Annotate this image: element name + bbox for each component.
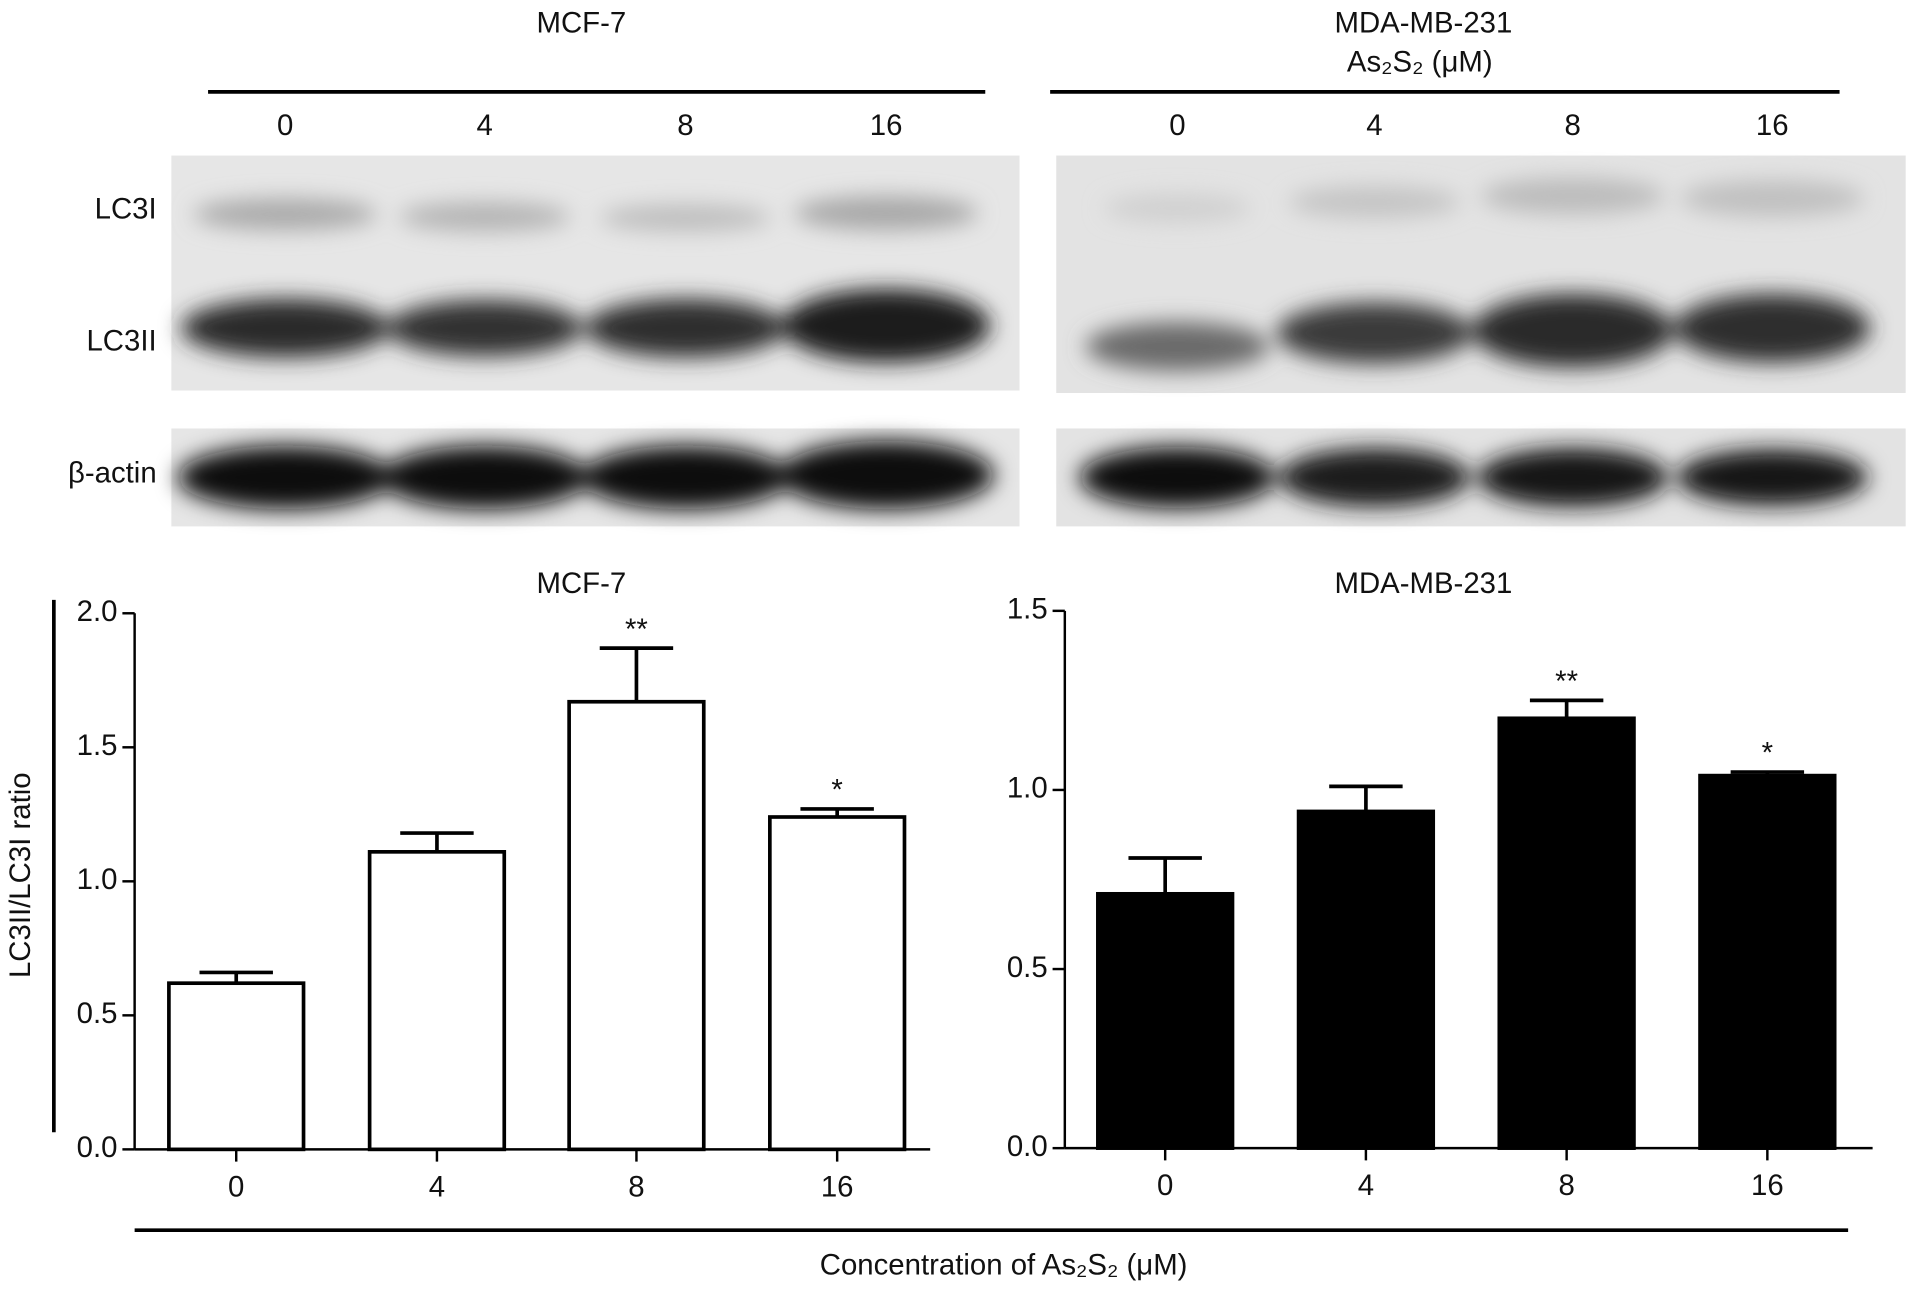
bar bbox=[1096, 891, 1235, 1150]
lane-label: 4 bbox=[1366, 109, 1382, 142]
x-tick-label: 0 bbox=[228, 1170, 244, 1203]
lane-label: 8 bbox=[1565, 109, 1581, 142]
row-label: LC3II bbox=[86, 325, 156, 358]
x-tick-label: 0 bbox=[1157, 1169, 1173, 1202]
blot-bands bbox=[177, 177, 1871, 510]
bar bbox=[367, 850, 507, 1152]
bar bbox=[167, 981, 306, 1152]
y-tick-label: 0.5 bbox=[77, 997, 118, 1030]
bar bbox=[567, 699, 706, 1152]
blot-title: MCF-7 bbox=[537, 6, 627, 39]
significance: ** bbox=[625, 613, 648, 646]
bar bbox=[1497, 716, 1636, 1150]
lane-label: 8 bbox=[677, 109, 693, 142]
significance: ** bbox=[1555, 665, 1578, 698]
x-tick-label: 8 bbox=[1558, 1169, 1574, 1202]
lane-label: 16 bbox=[1756, 109, 1789, 142]
significance: * bbox=[1762, 737, 1773, 770]
y-tick-label: 0.0 bbox=[1007, 1130, 1048, 1163]
lane-label: 0 bbox=[1169, 109, 1185, 142]
row-label: LC3I bbox=[95, 192, 157, 225]
x-tick-label: 8 bbox=[628, 1170, 644, 1203]
bar bbox=[768, 815, 907, 1152]
lane-label: 16 bbox=[870, 109, 903, 142]
y-tick-label: 1.5 bbox=[1007, 593, 1048, 626]
bar bbox=[1698, 773, 1837, 1150]
row-label: β-actin bbox=[68, 457, 157, 490]
significance: * bbox=[831, 774, 842, 807]
chart-title: MDA-MB-231 bbox=[1335, 567, 1513, 600]
x-tick-label: 4 bbox=[1358, 1169, 1374, 1202]
y-tick-label: 0.0 bbox=[77, 1131, 118, 1164]
y-tick-label: 1.5 bbox=[77, 729, 118, 762]
blot-title: MDA-MB-231 bbox=[1335, 6, 1513, 39]
y-axis-label: LC3II/LC3I ratio bbox=[4, 772, 37, 978]
y-tick-label: 2.0 bbox=[77, 595, 118, 628]
bar bbox=[1296, 809, 1436, 1150]
blot: MCF-7 MDA-MB-231 As₂S₂ (μM) LC3I LC3II β… bbox=[68, 6, 1906, 527]
lane-label: 0 bbox=[277, 109, 293, 142]
blot-subtitle: As₂S₂ (μM) bbox=[1347, 46, 1493, 79]
y-tick-label: 1.0 bbox=[77, 863, 118, 896]
x-tick-label: 16 bbox=[821, 1170, 854, 1203]
lane-label: 4 bbox=[477, 109, 493, 142]
chart-title: MCF-7 bbox=[537, 567, 627, 600]
x-axis-label: Concentration of As₂S₂ (μM) bbox=[820, 1249, 1188, 1282]
x-tick-label: 4 bbox=[429, 1170, 445, 1203]
y-tick-label: 0.5 bbox=[1007, 951, 1048, 984]
y-tick-label: 1.0 bbox=[1007, 772, 1048, 805]
x-tick-label: 16 bbox=[1751, 1169, 1784, 1202]
